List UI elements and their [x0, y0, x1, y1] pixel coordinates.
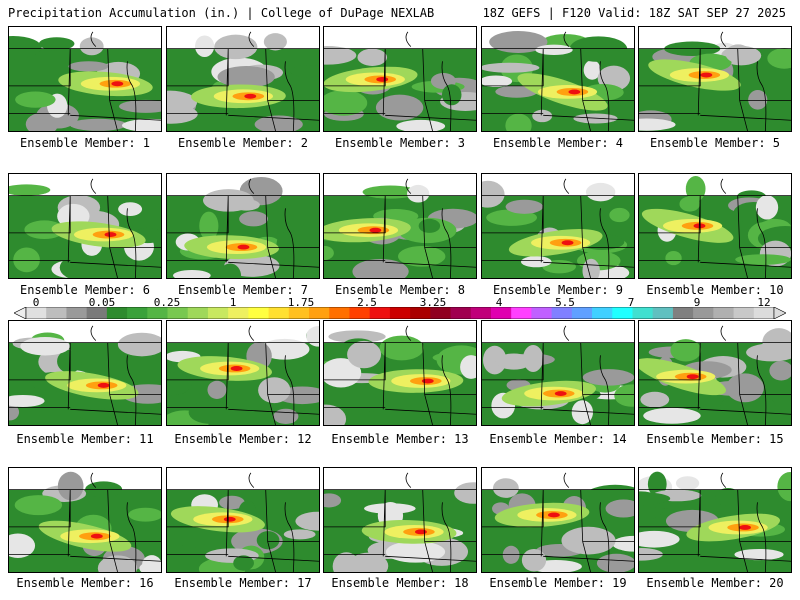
- colorbar-swatch: [410, 307, 431, 319]
- ensemble-member-label: Ensemble Member: 16: [16, 576, 154, 590]
- colorbar-swatch: [369, 307, 391, 319]
- colorbar-swatch: [693, 307, 714, 319]
- colorbar-tick-label: 3.25: [419, 296, 447, 309]
- ensemble-member-map: [166, 173, 320, 279]
- colorbar-swatch: [551, 307, 573, 319]
- ensemble-member-map: [481, 320, 635, 426]
- ensemble-member-label: Ensemble Member: 7: [177, 283, 309, 297]
- ensemble-member-label: Ensemble Member: 5: [649, 136, 781, 150]
- colorbar-tick-label: 1: [229, 296, 237, 309]
- colorbar-swatch: [612, 307, 633, 319]
- ensemble-member-label: Ensemble Member: 19: [489, 576, 627, 590]
- colorbar-tick-label: 9: [693, 296, 701, 309]
- colorbar-swatch: [531, 307, 553, 319]
- ensemble-member-label: Ensemble Member: 14: [489, 432, 627, 446]
- colorbar-tick-label: 1.75: [287, 296, 315, 309]
- colorbar-swatch: [106, 307, 128, 319]
- colorbar-swatch: [329, 307, 350, 319]
- colorbar-swatch: [632, 307, 654, 319]
- ensemble-member-map: [481, 467, 635, 573]
- colorbar-tick-label: 0: [32, 296, 40, 309]
- ensemble-member-label: Ensemble Member: 10: [646, 283, 784, 297]
- colorbar-swatch: [389, 307, 411, 319]
- ensemble-member-map: [323, 467, 477, 573]
- ensemble-member-label: Ensemble Member: 12: [174, 432, 312, 446]
- colorbar-swatch: [511, 307, 532, 319]
- ensemble-member-label: Ensemble Member: 1: [19, 136, 151, 150]
- precip-colorbar: [14, 307, 786, 319]
- ensemble-member-map: [638, 26, 792, 132]
- ensemble-member-label: Ensemble Member: 18: [331, 576, 469, 590]
- colorbar-swatch: [127, 307, 148, 319]
- colorbar-swatch: [26, 307, 47, 319]
- colorbar-tick-label: 2.5: [357, 296, 377, 309]
- ensemble-member-map: [323, 173, 477, 279]
- ensemble-member-label: Ensemble Member: 20: [646, 576, 784, 590]
- colorbar-swatch: [733, 307, 755, 319]
- colorbar-tick-label: 0.05: [88, 296, 116, 309]
- ensemble-member-label: Ensemble Member: 11: [16, 432, 154, 446]
- colorbar-left-arrow: [14, 307, 27, 319]
- colorbar-swatch: [672, 307, 694, 319]
- ensemble-member-label: Ensemble Member: 2: [177, 136, 309, 150]
- colorbar-swatch: [228, 307, 249, 319]
- colorbar-swatch: [207, 307, 229, 319]
- colorbar-tick-label: 0.25: [153, 296, 181, 309]
- colorbar-swatch: [430, 307, 452, 319]
- ensemble-member-label: Ensemble Member: 8: [334, 283, 466, 297]
- ensemble-member-map: [8, 26, 162, 132]
- ensemble-member-map: [481, 173, 635, 279]
- colorbar-tick-label: 5.5: [555, 296, 575, 309]
- ensemble-member-map: [166, 26, 320, 132]
- colorbar-swatch: [288, 307, 310, 319]
- ensemble-member-map: [8, 173, 162, 279]
- ensemble-member-map: [481, 26, 635, 132]
- colorbar-swatch: [349, 307, 371, 319]
- ensemble-member-map: [323, 26, 477, 132]
- ensemble-member-map: [166, 320, 320, 426]
- colorbar-swatch: [592, 307, 613, 319]
- forecast-valid-time: 18Z GEFS | F120 Valid: 18Z SAT SEP 27 20…: [482, 6, 786, 20]
- colorbar-swatch: [66, 307, 88, 319]
- colorbar-swatch: [713, 307, 735, 319]
- ensemble-member-label: Ensemble Member: 3: [334, 136, 466, 150]
- colorbar-swatch: [309, 307, 330, 319]
- ensemble-member-map: [8, 467, 162, 573]
- colorbar-swatch: [571, 307, 593, 319]
- colorbar-swatch: [652, 307, 674, 319]
- colorbar-swatch: [450, 307, 472, 319]
- colorbar-swatch: [268, 307, 290, 319]
- ensemble-member-label: Ensemble Member: 9: [492, 283, 624, 297]
- colorbar-swatch: [167, 307, 189, 319]
- ensemble-member-label: Ensemble Member: 15: [646, 432, 784, 446]
- map-title: Precipitation Accumulation (in.) | Colle…: [8, 6, 435, 20]
- colorbar-tick-label: 7: [627, 296, 635, 309]
- colorbar-tick-label: 4: [495, 296, 503, 309]
- colorbar-swatch: [86, 307, 108, 319]
- colorbar-swatch: [490, 307, 512, 319]
- ensemble-member-map: [166, 467, 320, 573]
- colorbar-swatch: [46, 307, 67, 319]
- colorbar-right-arrow: [773, 307, 786, 319]
- ensemble-member-label: Ensemble Member: 6: [19, 283, 151, 297]
- ensemble-member-map: [323, 320, 477, 426]
- colorbar-swatch: [187, 307, 209, 319]
- ensemble-member-label: Ensemble Member: 13: [331, 432, 469, 446]
- colorbar-swatch: [753, 307, 775, 319]
- colorbar-swatch: [147, 307, 169, 319]
- colorbar-tick-label: 12: [757, 296, 771, 309]
- ensemble-member-map: [638, 173, 792, 279]
- ensemble-member-map: [638, 320, 792, 426]
- ensemble-member-label: Ensemble Member: 17: [174, 576, 312, 590]
- ensemble-member-map: [638, 467, 792, 573]
- colorbar-swatch: [248, 307, 270, 319]
- ensemble-member-label: Ensemble Member: 4: [492, 136, 624, 150]
- colorbar-swatch: [470, 307, 492, 319]
- ensemble-member-map: [8, 320, 162, 426]
